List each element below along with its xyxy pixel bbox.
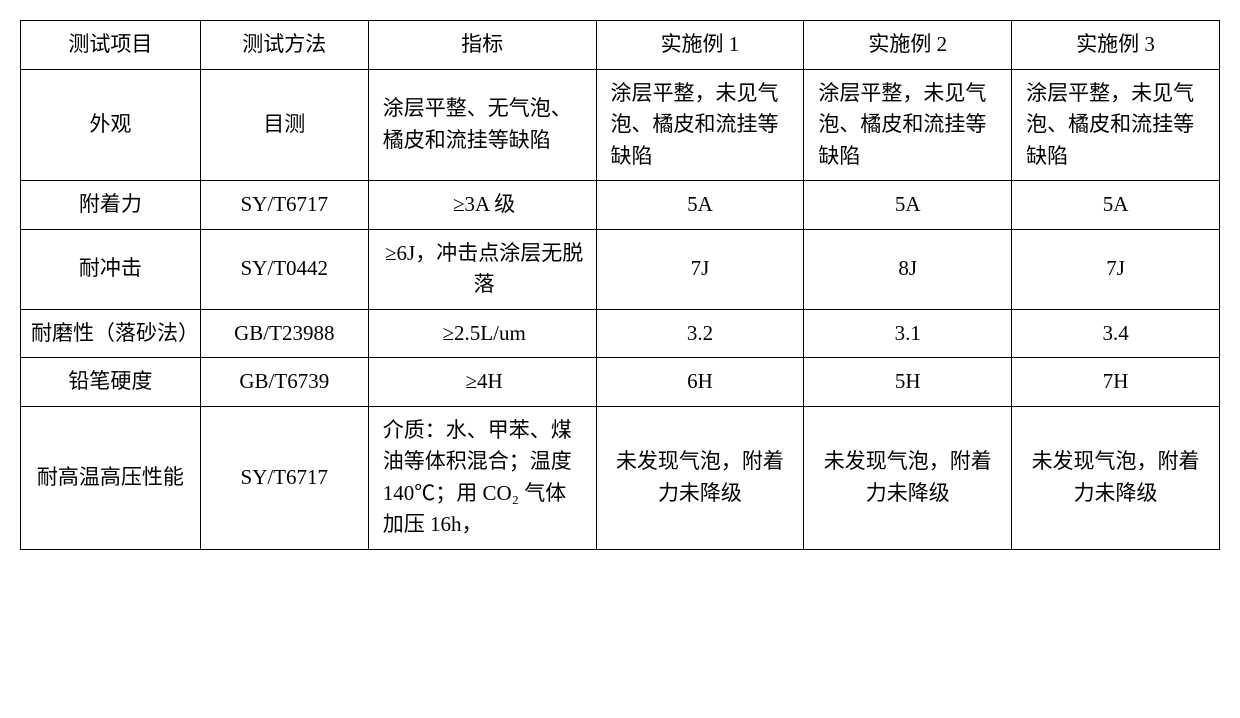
cell-ex2: 未发现气泡，附着力未降级 — [804, 406, 1012, 549]
cell-item: 耐高温高压性能 — [21, 406, 201, 549]
cell-ex1: 3.2 — [596, 309, 804, 358]
cell-spec: 介质：水、甲苯、煤油等体积混合；温度140℃；用 CO₂ 气体加压 16h， — [368, 406, 596, 549]
cell-ex1: 7J — [596, 229, 804, 309]
table-row: 外观 目测 涂层平整、无气泡、橘皮和流挂等缺陷 涂层平整，未见气泡、橘皮和流挂等… — [21, 69, 1220, 181]
cell-ex1: 5A — [596, 181, 804, 230]
cell-method: SY/T6717 — [200, 406, 368, 549]
cell-method: GB/T6739 — [200, 358, 368, 407]
col-header: 测试项目 — [21, 21, 201, 70]
cell-ex3: 3.4 — [1012, 309, 1220, 358]
cell-item: 耐冲击 — [21, 229, 201, 309]
table-row: 耐冲击 SY/T0442 ≥6J，冲击点涂层无脱落 7J 8J 7J — [21, 229, 1220, 309]
col-header: 实施例 2 — [804, 21, 1012, 70]
cell-method: SY/T0442 — [200, 229, 368, 309]
cell-spec: 涂层平整、无气泡、橘皮和流挂等缺陷 — [368, 69, 596, 181]
cell-method: SY/T6717 — [200, 181, 368, 230]
table-header-row: 测试项目 测试方法 指标 实施例 1 实施例 2 实施例 3 — [21, 21, 1220, 70]
cell-item: 附着力 — [21, 181, 201, 230]
results-table: 测试项目 测试方法 指标 实施例 1 实施例 2 实施例 3 外观 目测 涂层平… — [20, 20, 1220, 550]
cell-ex1: 6H — [596, 358, 804, 407]
cell-ex2: 3.1 — [804, 309, 1012, 358]
cell-spec: ≥6J，冲击点涂层无脱落 — [368, 229, 596, 309]
table-row: 铅笔硬度 GB/T6739 ≥4H 6H 5H 7H — [21, 358, 1220, 407]
cell-ex3: 5A — [1012, 181, 1220, 230]
cell-ex3: 未发现气泡，附着力未降级 — [1012, 406, 1220, 549]
cell-spec: ≥4H — [368, 358, 596, 407]
cell-method: 目测 — [200, 69, 368, 181]
table-row: 附着力 SY/T6717 ≥3A 级 5A 5A 5A — [21, 181, 1220, 230]
table-body: 外观 目测 涂层平整、无气泡、橘皮和流挂等缺陷 涂层平整，未见气泡、橘皮和流挂等… — [21, 69, 1220, 549]
cell-item: 耐磨性（落砂法） — [21, 309, 201, 358]
col-header: 实施例 3 — [1012, 21, 1220, 70]
cell-ex3: 7H — [1012, 358, 1220, 407]
cell-ex3: 7J — [1012, 229, 1220, 309]
cell-method: GB/T23988 — [200, 309, 368, 358]
cell-spec: ≥2.5L/um — [368, 309, 596, 358]
cell-ex3: 涂层平整，未见气泡、橘皮和流挂等缺陷 — [1012, 69, 1220, 181]
cell-ex2: 8J — [804, 229, 1012, 309]
table-row: 耐磨性（落砂法） GB/T23988 ≥2.5L/um 3.2 3.1 3.4 — [21, 309, 1220, 358]
col-header: 实施例 1 — [596, 21, 804, 70]
cell-item: 外观 — [21, 69, 201, 181]
table-row: 耐高温高压性能 SY/T6717 介质：水、甲苯、煤油等体积混合；温度140℃；… — [21, 406, 1220, 549]
cell-spec: ≥3A 级 — [368, 181, 596, 230]
cell-ex2: 5H — [804, 358, 1012, 407]
col-header: 指标 — [368, 21, 596, 70]
cell-ex2: 涂层平整，未见气泡、橘皮和流挂等缺陷 — [804, 69, 1012, 181]
cell-item: 铅笔硬度 — [21, 358, 201, 407]
col-header: 测试方法 — [200, 21, 368, 70]
cell-ex2: 5A — [804, 181, 1012, 230]
cell-ex1: 涂层平整，未见气泡、橘皮和流挂等缺陷 — [596, 69, 804, 181]
cell-ex1: 未发现气泡，附着力未降级 — [596, 406, 804, 549]
